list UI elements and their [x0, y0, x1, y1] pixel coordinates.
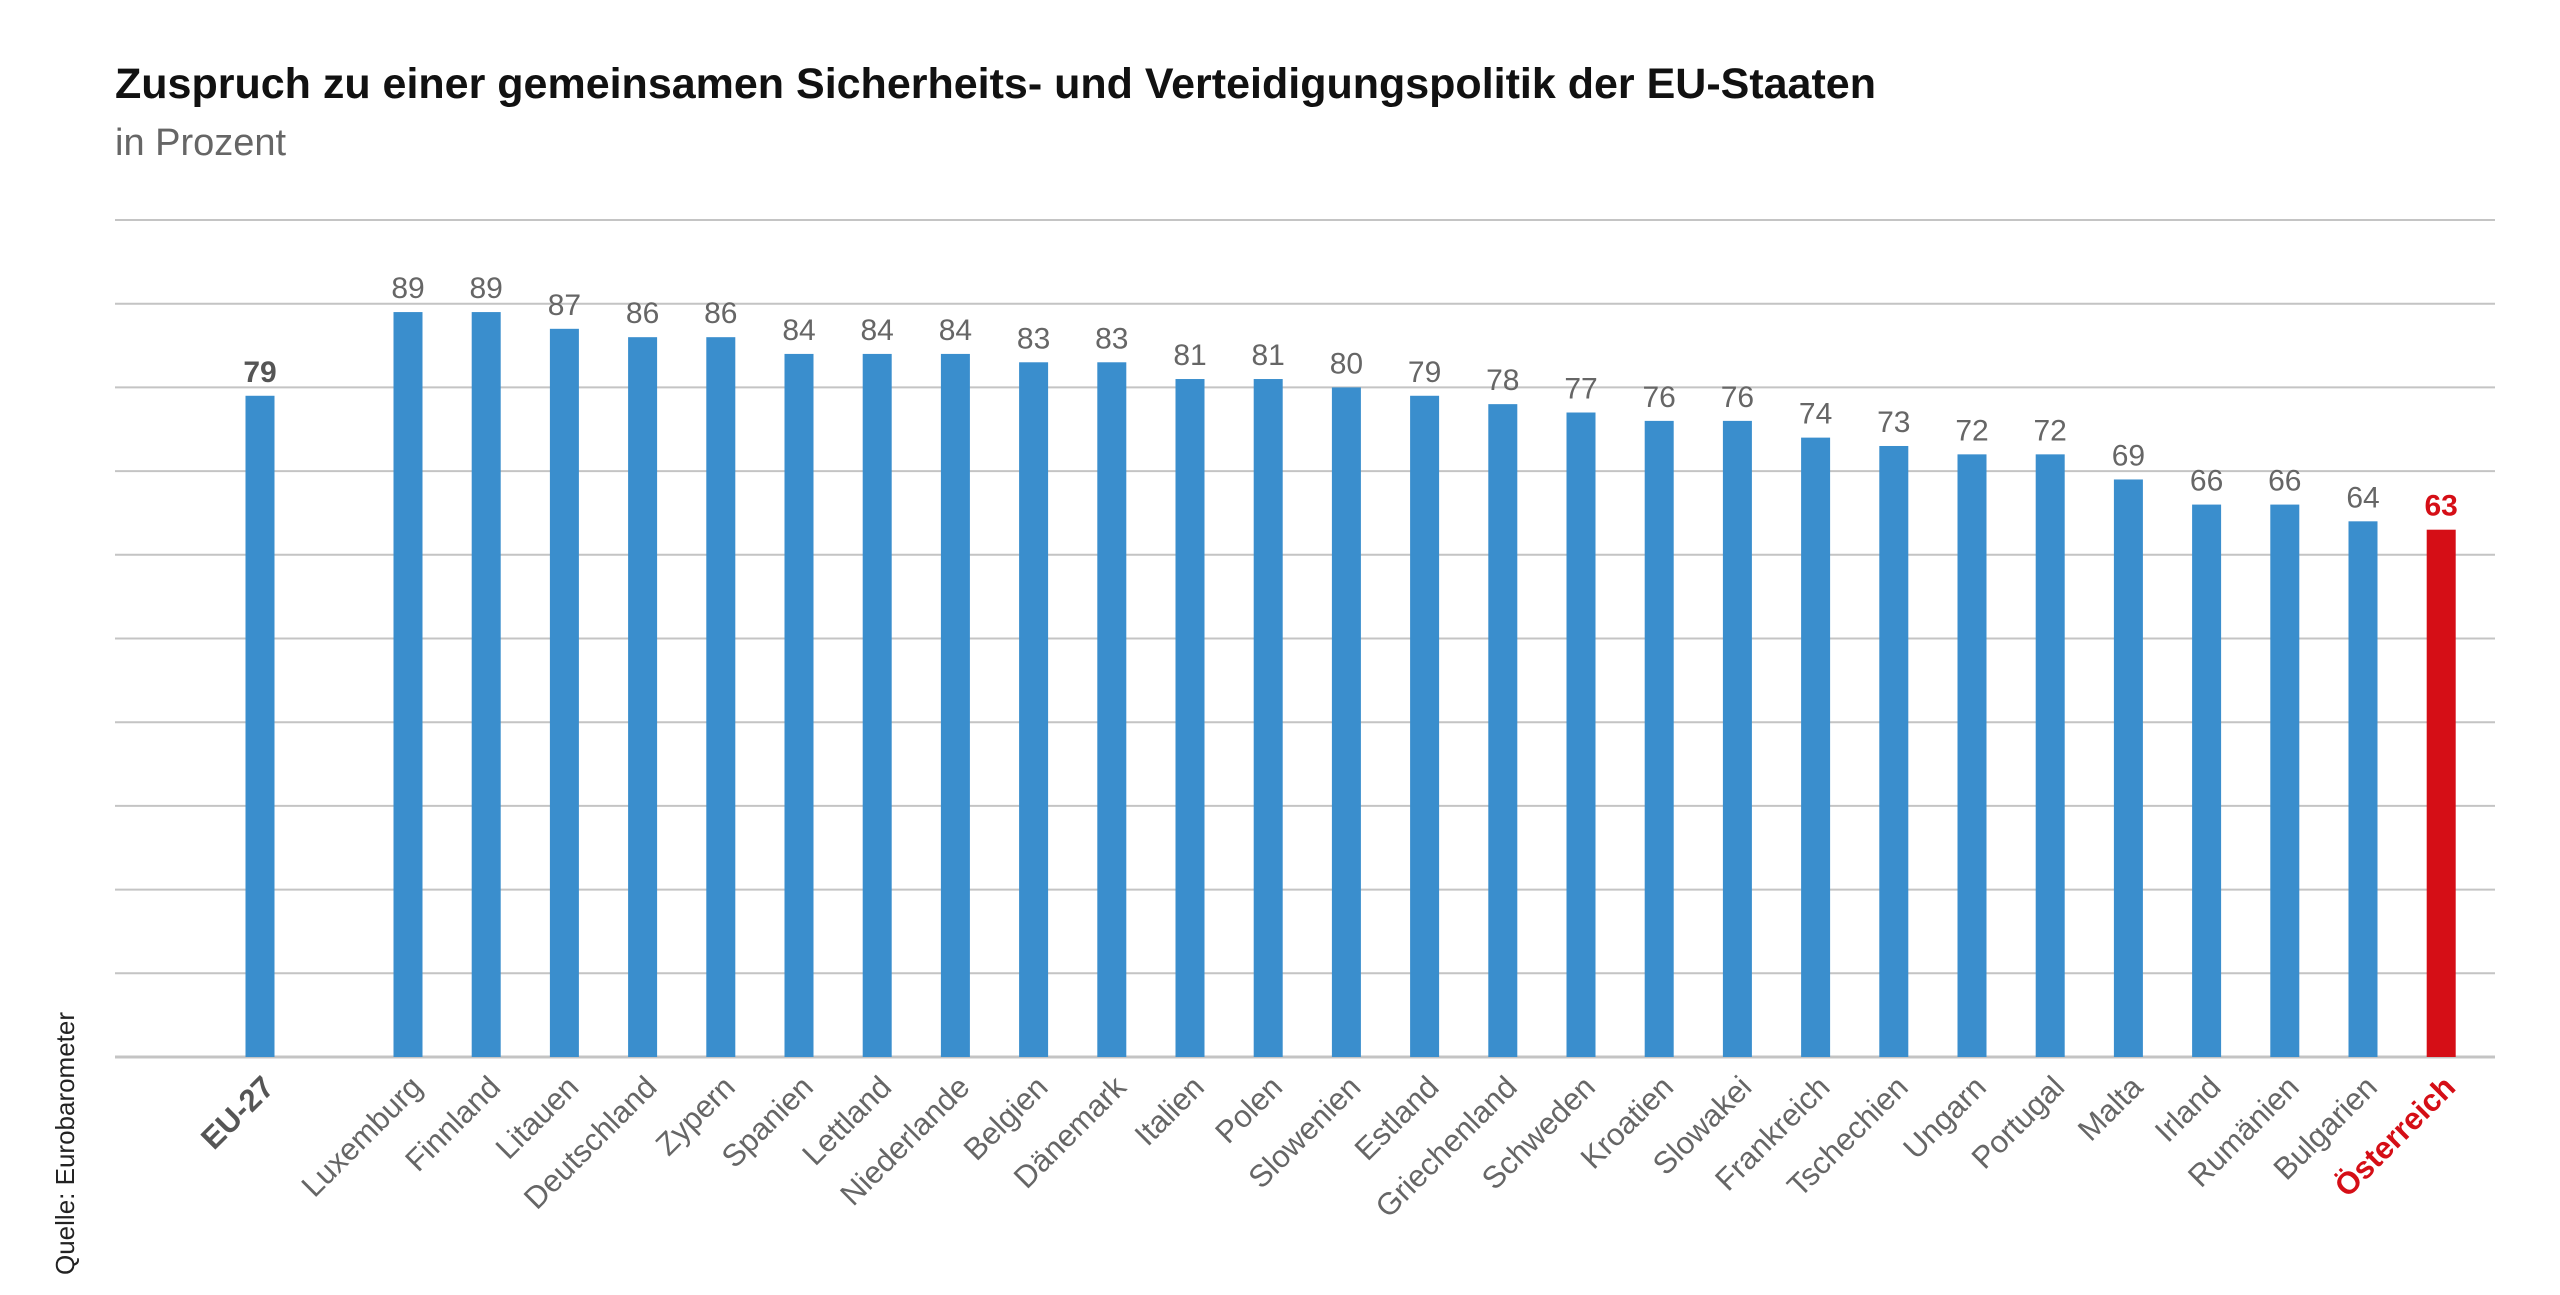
value-label: 89: [391, 272, 424, 305]
bar: [1566, 412, 1596, 1057]
bar: [2426, 529, 2456, 1057]
value-label: 79: [243, 356, 276, 389]
value-label: 64: [2346, 481, 2379, 514]
value-label: 86: [626, 297, 659, 330]
value-label: 81: [1252, 339, 1285, 372]
value-label: 73: [1877, 406, 1910, 439]
bar: [2192, 504, 2222, 1058]
value-label: 81: [1173, 339, 1206, 372]
value-label: 79: [1408, 356, 1441, 389]
bar: [2035, 454, 2065, 1057]
value-label: 72: [2034, 414, 2067, 447]
bar: [1488, 404, 1518, 1057]
category-label: EU-27: [194, 1069, 281, 1156]
bar: [706, 337, 736, 1057]
value-label: 66: [2190, 465, 2223, 498]
value-label: 84: [782, 314, 815, 347]
bar: [393, 312, 423, 1057]
value-label: 87: [548, 289, 581, 322]
value-label: 66: [2268, 465, 2301, 498]
bar: [549, 328, 579, 1057]
value-label: 77: [1564, 373, 1597, 406]
bar: [1097, 362, 1127, 1057]
bar: [1410, 395, 1440, 1057]
value-label: 63: [2425, 490, 2458, 523]
bar: [628, 337, 658, 1057]
value-label: 83: [1017, 322, 1050, 355]
bar: [940, 353, 970, 1057]
bar: [1801, 437, 1831, 1057]
value-labels: 79 89 89 87 86 86 84 84 84 83 83 81 81 80 79 78 77 76 76 74…: [243, 272, 2458, 523]
bar: [1019, 362, 1049, 1057]
chart-subtitle: in Prozent: [115, 122, 287, 164]
chart-title: Zuspruch zu einer gemeinsamen Sicherheit…: [115, 60, 1876, 108]
value-label: 80: [1330, 347, 1363, 380]
bar: [1331, 387, 1361, 1057]
bar: [2348, 521, 2378, 1057]
bar: [1722, 420, 1752, 1057]
value-label: 84: [861, 314, 894, 347]
category-labels: EU-27 LuxemburgFinnlandLitauenDeutschland…: [194, 1069, 2462, 1225]
bar: [1957, 454, 1987, 1057]
bar: [784, 353, 814, 1057]
value-label: 83: [1095, 322, 1128, 355]
value-label: 74: [1799, 398, 1832, 431]
source-note: Quelle: Eurobarometer: [50, 1011, 80, 1275]
category-label: Malta: [2071, 1069, 2150, 1148]
category-label: Luxemburg: [295, 1069, 429, 1203]
value-label: 89: [470, 272, 503, 305]
bar: [471, 312, 501, 1057]
bar: [1644, 420, 1674, 1057]
value-label: 76: [1643, 381, 1676, 414]
bars: [245, 312, 2456, 1058]
bar: [1175, 379, 1205, 1057]
value-label: 72: [1955, 414, 1988, 447]
gridlines: [115, 219, 2495, 1059]
value-label: 76: [1721, 381, 1754, 414]
bar: [245, 395, 275, 1057]
bar: [862, 353, 892, 1057]
category-label: Italien: [1128, 1069, 1211, 1152]
bar: [2113, 479, 2143, 1058]
bar: [2270, 504, 2300, 1058]
value-label: 78: [1486, 364, 1519, 397]
bar: [1879, 445, 1909, 1057]
value-label: 69: [2112, 439, 2145, 472]
value-label: 86: [704, 297, 737, 330]
bar: [1253, 379, 1283, 1057]
value-label: 84: [939, 314, 972, 347]
